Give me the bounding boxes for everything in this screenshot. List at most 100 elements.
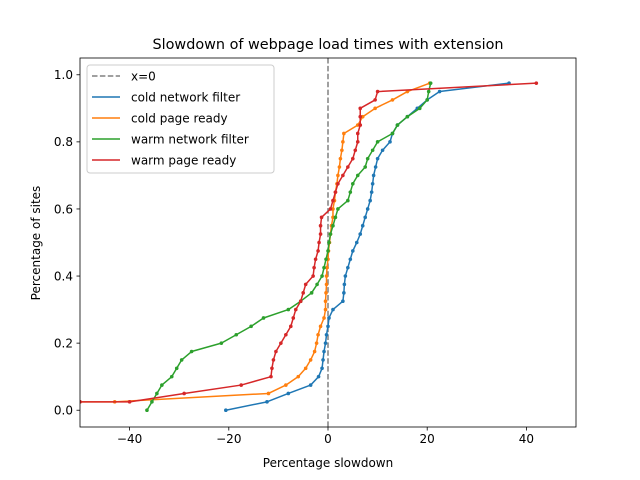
- data-point: [355, 131, 360, 136]
- data-point: [269, 374, 273, 379]
- series-line-2: [146, 82, 432, 411]
- x-tick-label: −40: [117, 432, 142, 446]
- data-point: [338, 156, 343, 161]
- data-point: [261, 316, 266, 320]
- data-point: [437, 89, 442, 94]
- data-point: [373, 98, 377, 102]
- x-tick-label: 20: [420, 432, 435, 446]
- data-point: [286, 307, 291, 312]
- data-point: [80, 400, 82, 404]
- y-tick-label: 0.4: [54, 269, 73, 283]
- data-point: [346, 265, 350, 270]
- data-point: [336, 173, 340, 178]
- data-point: [315, 282, 319, 287]
- data-point: [324, 332, 329, 337]
- plot-area: [80, 58, 539, 427]
- data-point: [373, 165, 378, 169]
- data-point: [312, 265, 316, 270]
- data-point: [270, 366, 274, 371]
- y-tick-label: 0.0: [54, 404, 73, 418]
- data-point: [150, 400, 154, 404]
- data-point: [333, 190, 338, 194]
- data-point: [239, 383, 243, 387]
- data-point: [296, 374, 301, 379]
- y-tick-label: 0.6: [54, 202, 73, 216]
- data-point: [341, 299, 345, 304]
- data-point: [271, 358, 276, 362]
- data-point: [326, 249, 330, 253]
- legend-label: x=0: [131, 69, 156, 83]
- data-point: [331, 207, 335, 211]
- data-point: [182, 391, 186, 396]
- data-point: [322, 265, 326, 270]
- data-point: [331, 215, 335, 220]
- data-point: [331, 223, 335, 228]
- data-point: [301, 291, 306, 295]
- data-point: [351, 182, 355, 186]
- data-point: [145, 408, 149, 413]
- data-point: [279, 341, 283, 345]
- data-point: [317, 240, 321, 245]
- data-point: [353, 148, 358, 153]
- data-point: [328, 207, 333, 211]
- data-point: [368, 198, 372, 203]
- x-tick-label: 0: [324, 432, 332, 446]
- series-layer: [80, 81, 539, 413]
- data-point: [370, 148, 375, 153]
- data-point: [321, 358, 325, 362]
- data-point: [316, 374, 321, 379]
- data-point: [351, 156, 355, 161]
- data-point: [373, 106, 377, 111]
- data-point: [351, 249, 355, 253]
- data-point: [340, 148, 344, 153]
- data-point: [333, 215, 338, 220]
- data-point: [375, 140, 380, 144]
- data-point: [348, 190, 353, 194]
- data-point: [417, 106, 422, 111]
- x-tick-label: −20: [216, 432, 241, 446]
- data-point: [324, 274, 329, 278]
- data-point: [341, 173, 345, 178]
- data-point: [312, 349, 317, 354]
- data-point: [365, 156, 370, 161]
- data-point: [266, 391, 271, 396]
- data-point: [311, 274, 315, 278]
- data-point: [331, 307, 335, 312]
- data-point: [274, 349, 278, 354]
- data-point: [127, 400, 132, 404]
- data-point: [371, 173, 376, 178]
- data-point: [328, 232, 333, 236]
- data-point: [336, 182, 340, 186]
- data-point: [313, 257, 318, 262]
- data-point: [331, 198, 335, 203]
- data-point: [322, 349, 326, 354]
- chart-title: Slowdown of webpage load times with exte…: [152, 37, 503, 53]
- data-point: [219, 341, 224, 345]
- data-point: [322, 316, 326, 320]
- data-point: [426, 89, 431, 94]
- data-point: [355, 140, 360, 144]
- data-point: [318, 223, 323, 228]
- data-point: [286, 391, 291, 396]
- data-point: [318, 232, 323, 236]
- data-point: [169, 374, 174, 379]
- data-point: [327, 240, 331, 245]
- y-tick-label: 0.8: [54, 135, 73, 149]
- data-point: [369, 190, 374, 194]
- data-point: [355, 123, 360, 127]
- legend-label: cold network filter: [131, 90, 240, 104]
- data-point: [365, 207, 370, 211]
- data-point: [380, 148, 385, 153]
- data-point: [534, 81, 539, 85]
- data-point: [316, 249, 320, 253]
- data-point: [325, 265, 329, 270]
- data-point: [358, 106, 363, 111]
- data-point: [174, 366, 179, 371]
- data-point: [323, 341, 328, 345]
- data-point: [265, 400, 269, 404]
- data-point: [363, 165, 368, 169]
- data-point: [303, 366, 308, 371]
- data-point: [390, 131, 395, 136]
- data-point: [346, 165, 350, 169]
